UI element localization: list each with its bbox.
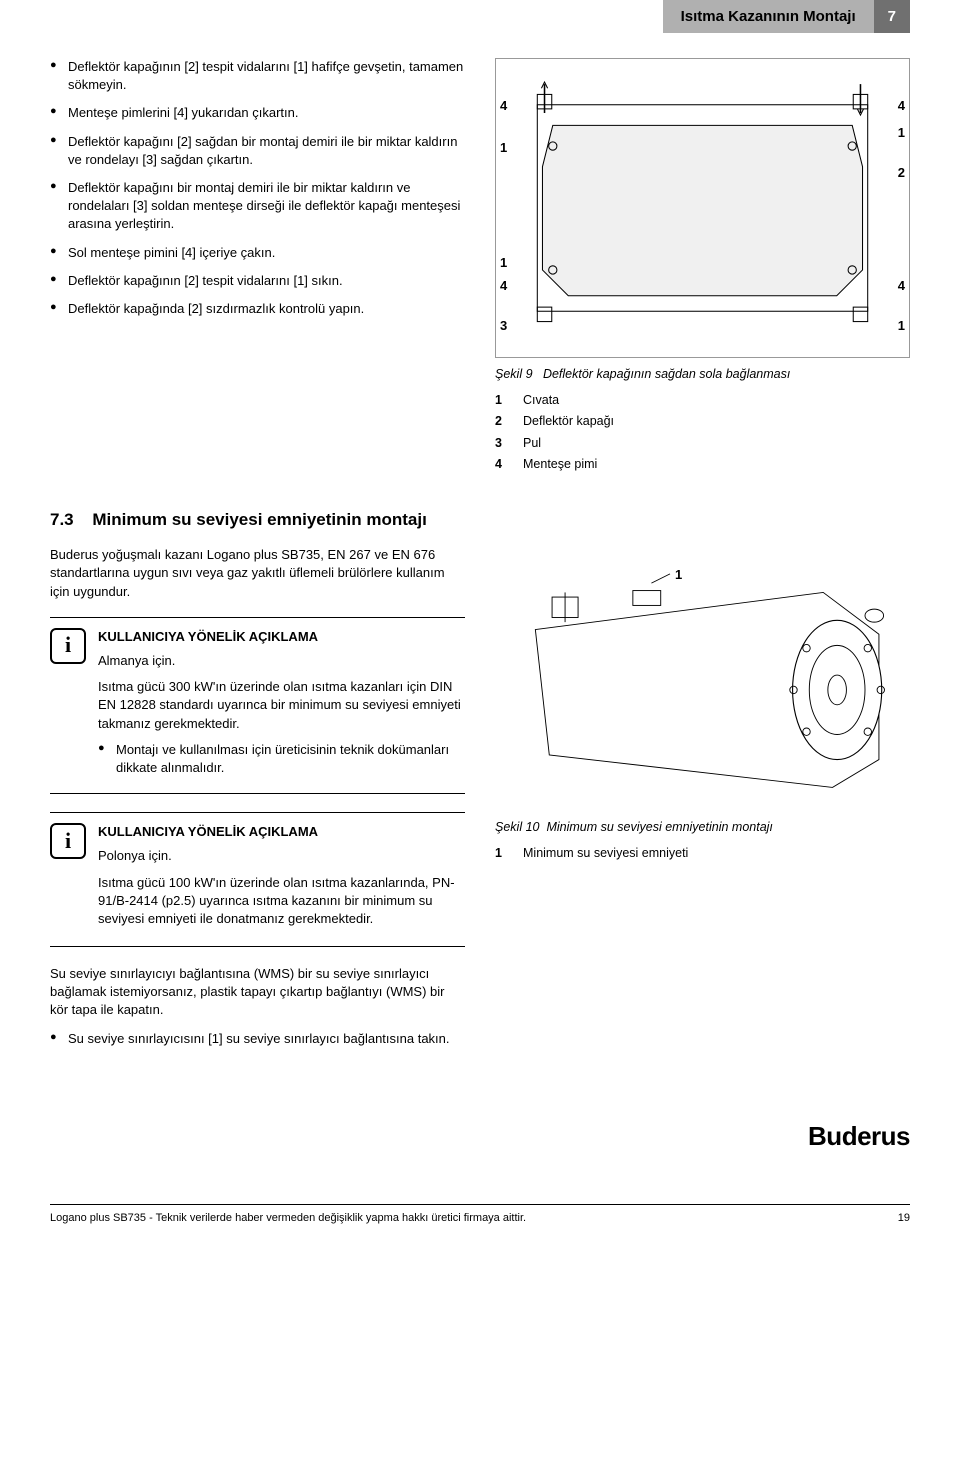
legend-item: 3Pul (495, 435, 910, 453)
instruction-list: Deflektör kapağının [2] tespit vidaların… (50, 58, 465, 318)
instruction-item: Su seviye sınırlayıcısını [1] su seviye … (50, 1030, 465, 1048)
info-icon: i (50, 628, 86, 664)
instruction-item: Sol menteşe pimini [4] içeriye çakın. (50, 244, 465, 262)
legend-item: 2Deflektör kapağı (495, 413, 910, 431)
instruction-item: Deflektör kapağını bir montaj demiri ile… (50, 179, 465, 234)
header-chapter-number: 7 (874, 0, 910, 33)
figure-text: Deflektör kapağının sağdan sola bağlanma… (543, 367, 790, 381)
note-bullet: Montajı ve kullanılması için üreticisini… (98, 741, 465, 777)
section-heading: 7.3 Minimum su seviyesi emniyetinin mont… (50, 508, 910, 532)
callout: 4 (898, 277, 905, 295)
note-body: Isıtma gücü 100 kW'ın üzerinde olan ısıt… (98, 874, 465, 929)
callout: 1 (500, 139, 507, 157)
note-title: KULLANICIYA YÖNELİK AÇIKLAMA (98, 628, 465, 646)
instruction-item: Deflektör kapağını [2] sağdan bir montaj… (50, 133, 465, 169)
callout: 3 (500, 317, 507, 335)
page-number: 19 (898, 1211, 910, 1226)
figure-label: Şekil 9 (495, 367, 533, 381)
figure-10-legend: 1Minimum su seviyesi emniyeti (495, 845, 910, 863)
brand-logo: Buderus (50, 1118, 910, 1154)
figure-label: Şekil 10 (495, 820, 539, 834)
note-subtitle: Polonya için. (98, 847, 465, 865)
instruction-item: Deflektör kapağının [2] tespit vidaların… (50, 272, 465, 290)
callout: 1 (898, 124, 905, 142)
callout: 4 (898, 97, 905, 115)
instruction-item: Deflektör kapağında [2] sızdırmazlık kon… (50, 300, 465, 318)
legend-item: 1Minimum su seviyesi emniyeti (495, 845, 910, 863)
instruction-item: Menteşe pimlerini [4] yukarıdan çıkartın… (50, 104, 465, 122)
callout: 1 (500, 254, 507, 272)
info-icon: i (50, 823, 86, 859)
callout: 4 (500, 97, 507, 115)
paragraph: Su seviye sınırlayıcıyı bağlantısına (WM… (50, 965, 465, 1020)
callout: 1 (898, 317, 905, 335)
legend-item: 1Cıvata (495, 392, 910, 410)
section-intro: Buderus yoğuşmalı kazanı Logano plus SB7… (50, 546, 465, 601)
page-header: Isıtma Kazanının Montajı 7 (50, 0, 910, 33)
section-title: Minimum su seviyesi emniyetinin montajı (92, 510, 426, 529)
note-subtitle: Almanya için. (98, 652, 465, 670)
callout: 1 (675, 566, 682, 584)
note-title: KULLANICIYA YÖNELİK AÇIKLAMA (98, 823, 465, 841)
figure-10-diagram (495, 546, 910, 806)
instruction-item: Deflektör kapağının [2] tespit vidaların… (50, 58, 465, 94)
header-title: Isıtma Kazanının Montajı (663, 0, 874, 33)
figure-10-caption: Şekil 10 Minimum su seviyesi emniyetinin… (495, 819, 910, 837)
callout: 4 (500, 277, 507, 295)
page-footer: Logano plus SB735 - Teknik verilerde hab… (50, 1204, 910, 1226)
info-note-germany: i KULLANICIYA YÖNELİK AÇIKLAMA Almanya i… (50, 617, 465, 794)
footer-text: Logano plus SB735 - Teknik verilerde hab… (50, 1211, 526, 1226)
note-body: Isıtma gücü 300 kW'ın üzerinde olan ısıt… (98, 678, 465, 733)
section-number: 7.3 (50, 510, 74, 529)
legend-item: 4Menteşe pimi (495, 456, 910, 474)
figure-9-legend: 1Cıvata 2Deflektör kapağı 3Pul 4Menteşe … (495, 392, 910, 474)
info-note-poland: i KULLANICIYA YÖNELİK AÇIKLAMA Polonya i… (50, 812, 465, 947)
figure-9-caption: Şekil 9 Deflektör kapağının sağdan sola … (495, 366, 910, 384)
figure-text: Minimum su seviyesi emniyetinin montajı (546, 820, 772, 834)
figure-9-diagram: 4 1 1 4 3 4 1 2 4 1 (495, 58, 910, 358)
callout: 2 (898, 164, 905, 182)
